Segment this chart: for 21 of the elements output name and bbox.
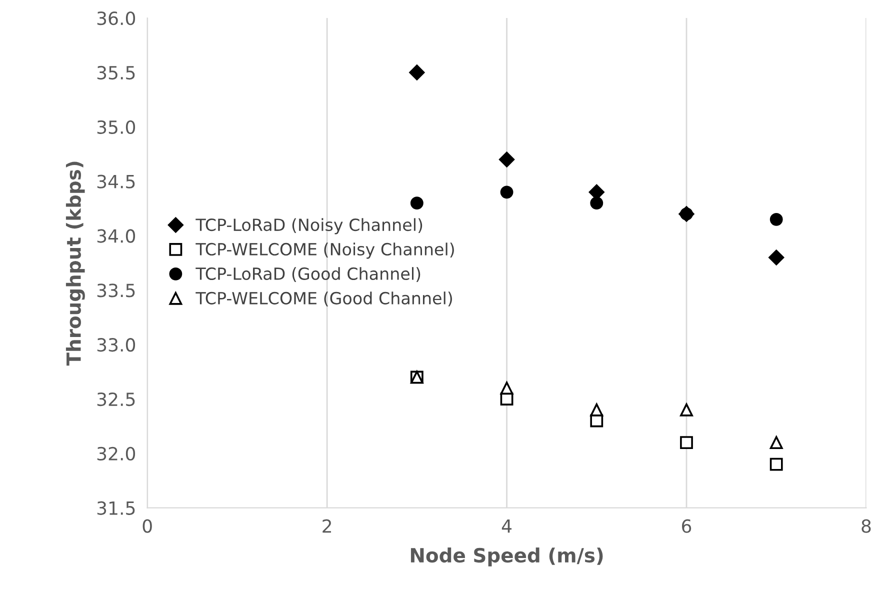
- y-axis-title: Throughput (kbps): [66, 162, 85, 366]
- y-tick-label: 32.5: [97, 392, 135, 406]
- x-tick-label: 8: [862, 519, 871, 533]
- y-tick-label: 33.0: [97, 338, 136, 352]
- y-tick-label: 33.5: [97, 284, 135, 298]
- legend-label: TCP-WELCOME (Noisy Channel): [196, 242, 454, 259]
- y-tick-label: 32.0: [97, 446, 136, 461]
- y-tick-label: 36.0: [97, 11, 136, 26]
- legend-label: TCP-WELCOME (Good Channel): [196, 292, 452, 306]
- y-tick-label: 35.5: [97, 66, 135, 80]
- legend-label: TCP-LoRaD (Noisy Channel): [196, 218, 422, 234]
- x-axis-title: Node Speed (m/s): [410, 548, 603, 566]
- y-tick-label: 34.5: [97, 174, 135, 188]
- y-tick-label: 31.5: [97, 501, 135, 515]
- x-tick-label: 0: [142, 519, 152, 533]
- y-tick-label: 35.0: [97, 120, 136, 134]
- y-tick-label: 34.0: [97, 229, 136, 243]
- legend-label: TCP-LoRaD (Good Channel): [196, 267, 420, 282]
- x-tick-label: 2: [322, 519, 331, 533]
- x-tick-label: 4: [502, 520, 512, 533]
- x-tick-label: 6: [682, 519, 692, 533]
